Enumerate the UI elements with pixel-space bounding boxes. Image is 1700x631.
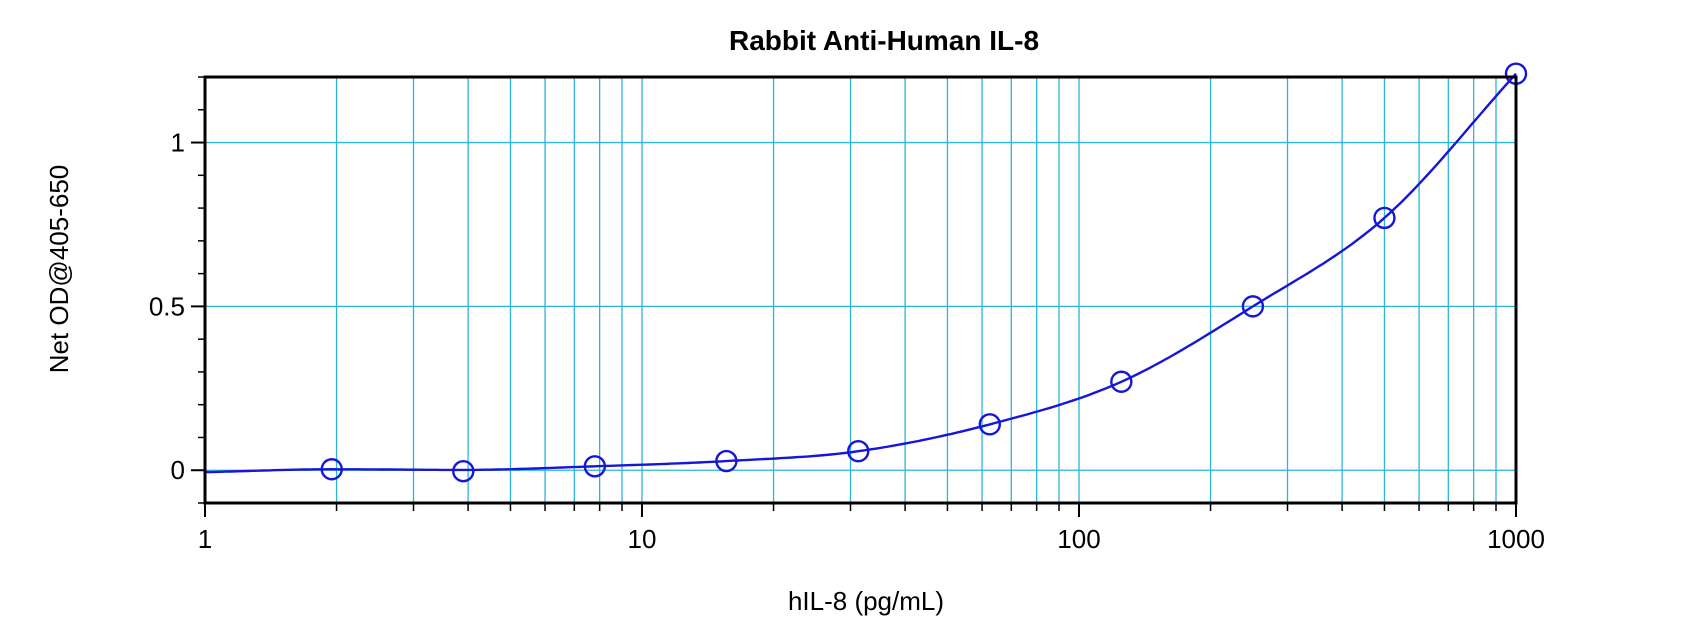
data-point (1373, 206, 1396, 230)
data-point (452, 460, 475, 483)
x-tick-label: 10 (628, 524, 657, 554)
x-tick-label: 1000 (1487, 524, 1545, 554)
x-axis-ticks: 1 10 100 1000 (198, 503, 1545, 554)
y-tick-label: 0.5 (149, 291, 185, 321)
data-point (715, 449, 738, 473)
data-point (320, 458, 343, 481)
data-point (978, 413, 1001, 436)
plot-frame (203, 75, 1518, 505)
data-point (583, 455, 607, 478)
fit-curve (204, 72, 1517, 474)
data-point (1110, 370, 1133, 393)
y-axis-ticks: 00.51 (149, 76, 205, 504)
y-tick-label: 0 (171, 455, 185, 485)
fit-curve-layer (204, 72, 1517, 474)
x-axis-label: hIL-8 (pg/mL) (788, 586, 944, 616)
grid-lines (205, 77, 1516, 503)
y-tick-label: 1 (171, 128, 185, 158)
x-tick-label: 1 (198, 524, 212, 554)
x-tick-label: 100 (1057, 524, 1100, 554)
data-point (847, 440, 870, 463)
data-point (1241, 295, 1265, 318)
data-points (320, 62, 1528, 483)
y-axis-label: Net OD@405-650 (44, 165, 74, 374)
chart-title: Rabbit Anti-Human IL-8 (729, 25, 1039, 56)
